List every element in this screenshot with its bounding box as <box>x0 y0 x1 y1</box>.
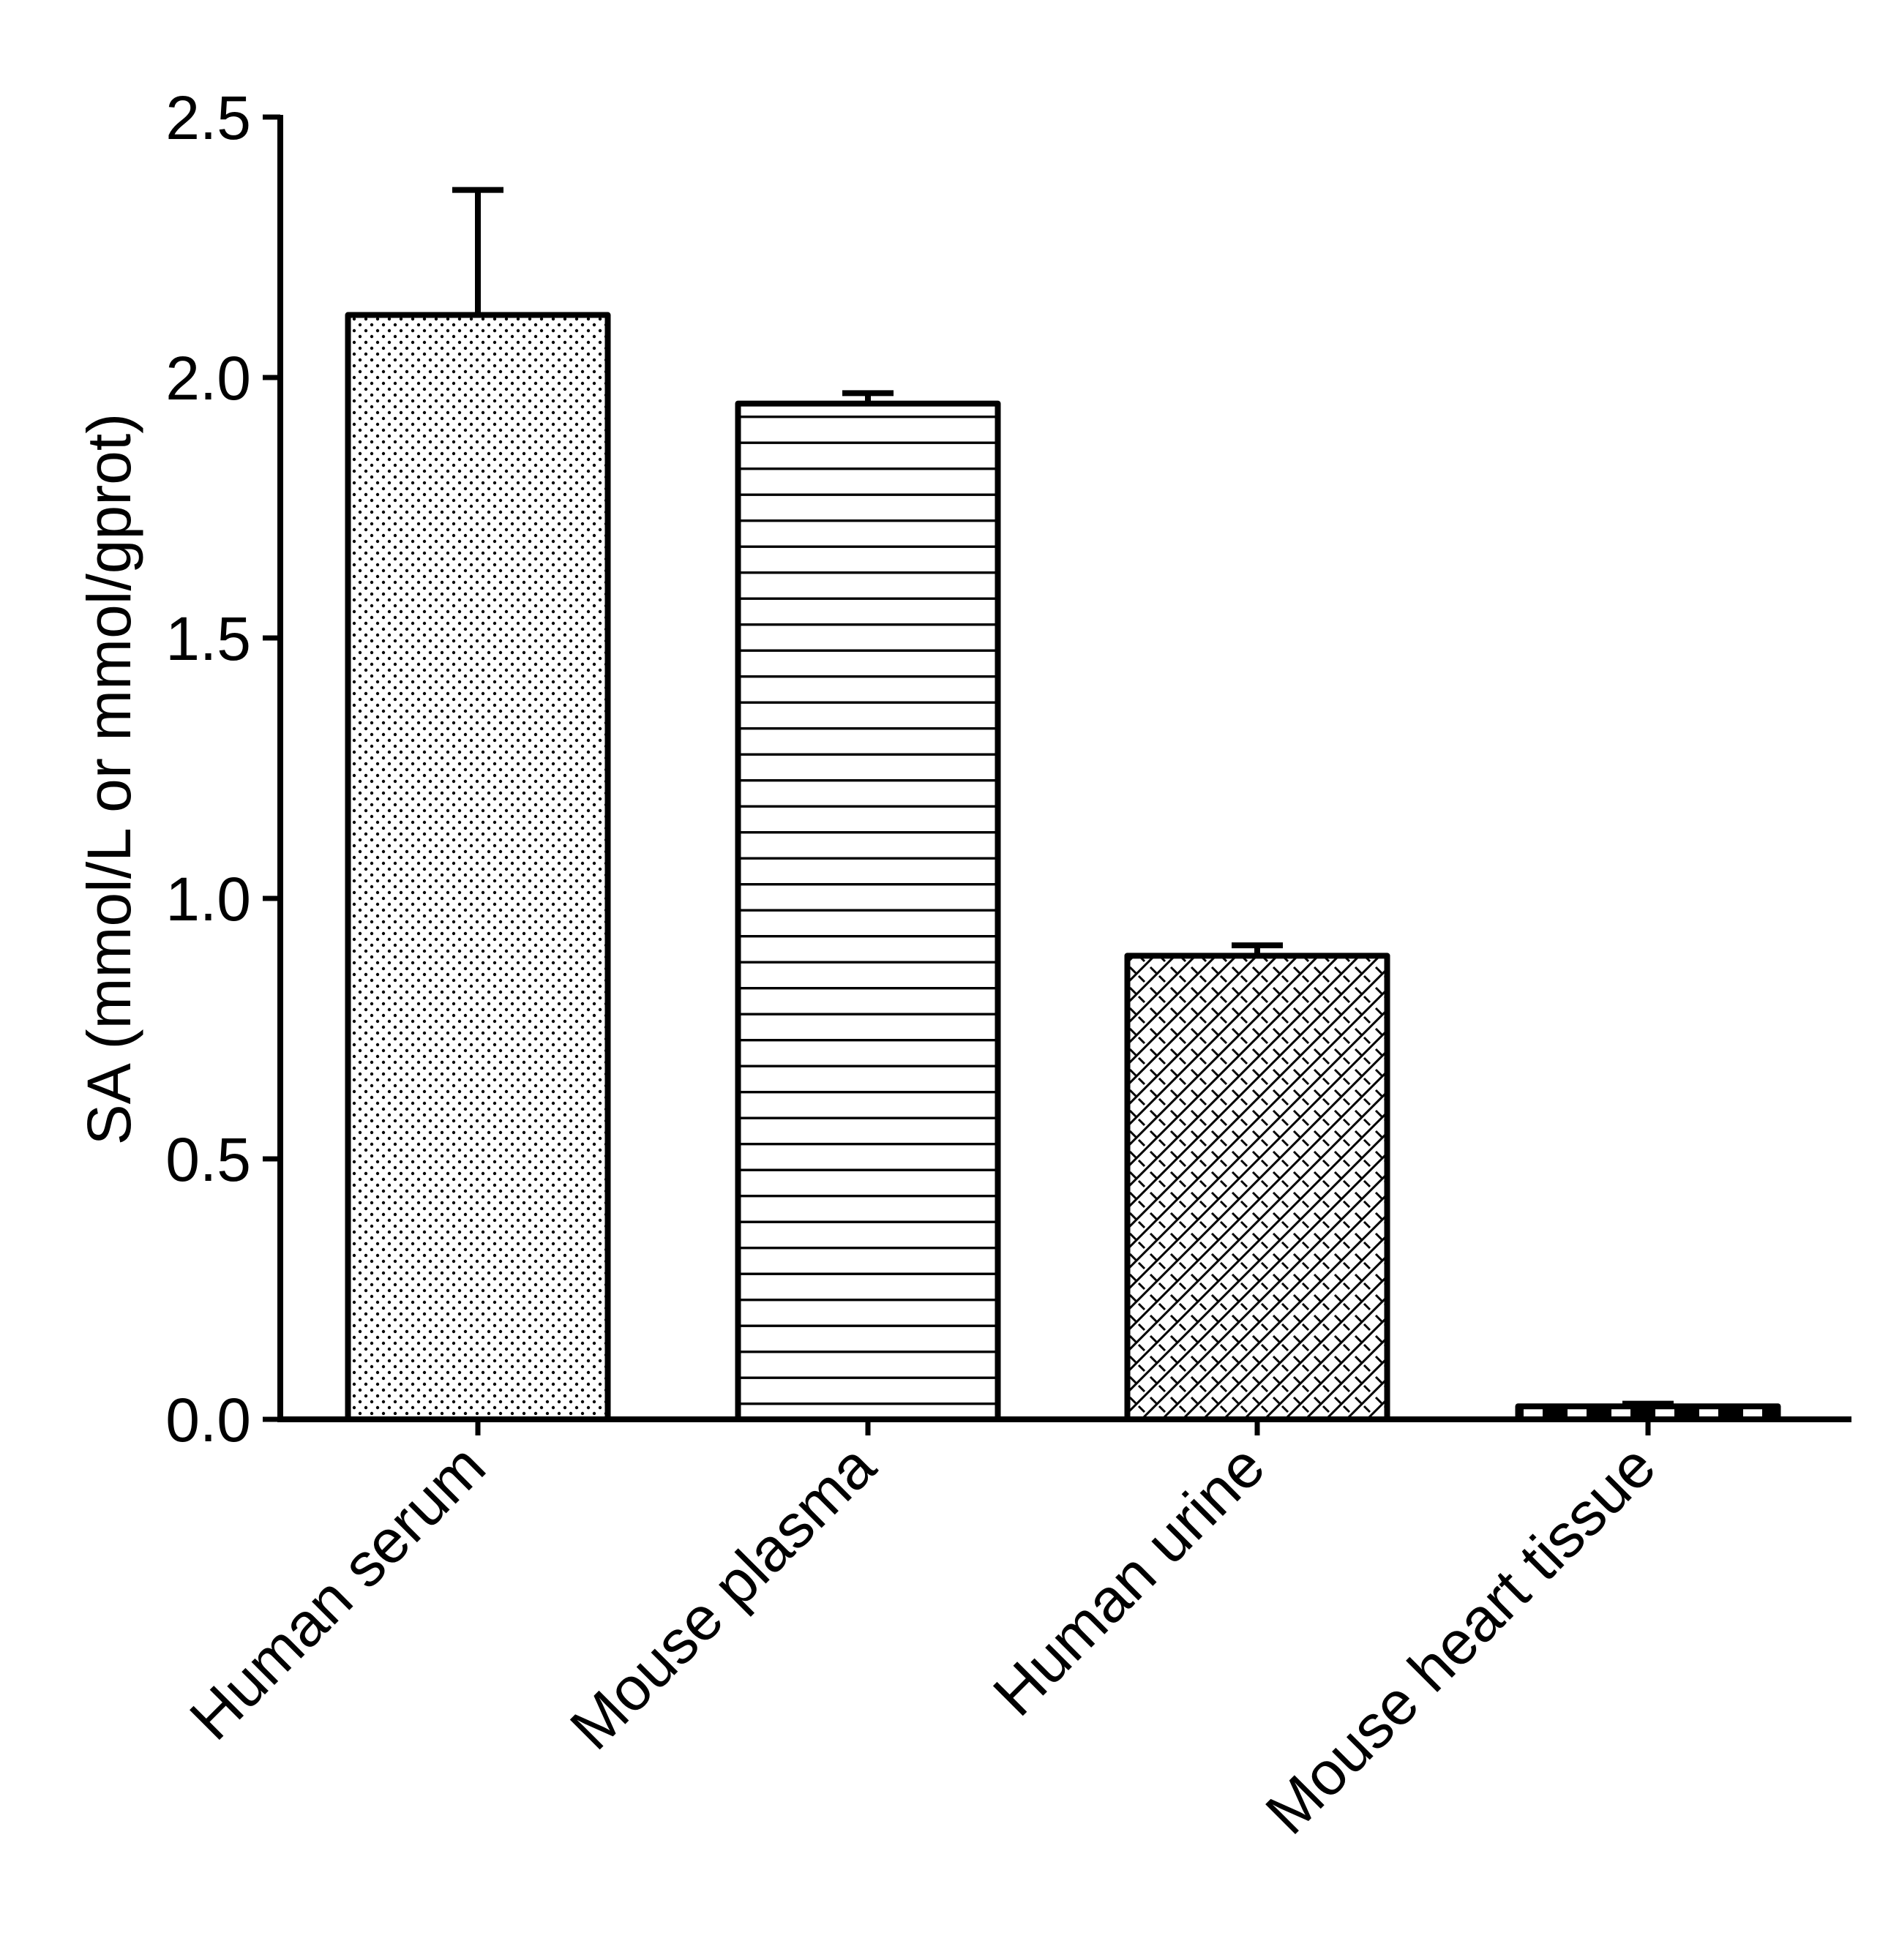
bars <box>345 187 1781 1422</box>
y-tick-label: 1.5 <box>165 604 251 673</box>
bar-human-urine <box>1124 953 1390 1422</box>
y-tick-label: 0.5 <box>165 1125 251 1194</box>
x-tick-label: Human urine <box>980 1431 1278 1729</box>
x-tick-label: Mouse plasma <box>557 1431 888 1762</box>
y-tick-label: 2.5 <box>165 83 251 152</box>
y-axis-title: SA (mmol/L or mmol/gprot) <box>75 413 143 1145</box>
bar-mouse-plasma <box>735 400 1001 1422</box>
x-tick-label: Mouse heart tissue <box>1252 1431 1668 1847</box>
y-tick-label: 2.0 <box>165 344 251 413</box>
y-tick-label: 1.0 <box>165 865 251 934</box>
bar-human-serum <box>345 312 611 1422</box>
x-tick-label: Human serum <box>176 1431 498 1752</box>
x-axis: Human serum Mouse plasma Human urineMouse … <box>176 1416 1851 1847</box>
y-axis: 0.0 0.5 1.0 1.5 2.0 2.5 <box>165 83 283 1454</box>
y-tick-label: 0.0 <box>165 1386 251 1454</box>
